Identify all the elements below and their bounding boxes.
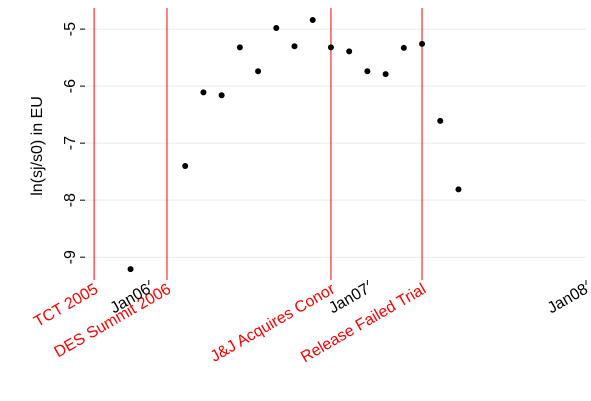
y-tick-label: -7: [62, 136, 79, 150]
point: [291, 43, 298, 50]
point: [419, 40, 426, 47]
x-tick-label: Jan08: [545, 281, 591, 318]
point: [273, 24, 280, 31]
point: [455, 186, 462, 193]
point: [364, 68, 371, 75]
point: [437, 117, 444, 124]
point: [327, 44, 334, 51]
point: [346, 48, 353, 55]
y-tick-label: -8: [62, 193, 79, 207]
y-tick-label: -9: [62, 250, 79, 264]
y-axis-label: ln(sj/s0) in EU: [29, 96, 46, 196]
point: [200, 89, 207, 96]
point: [127, 266, 134, 273]
y-tick-label: -5: [62, 22, 79, 36]
point: [400, 44, 407, 51]
point: [309, 16, 316, 23]
point: [236, 44, 243, 51]
point: [382, 71, 389, 78]
point: [218, 92, 225, 99]
y-tick-label: -6: [62, 79, 79, 93]
point: [255, 68, 262, 75]
point: [182, 162, 189, 169]
